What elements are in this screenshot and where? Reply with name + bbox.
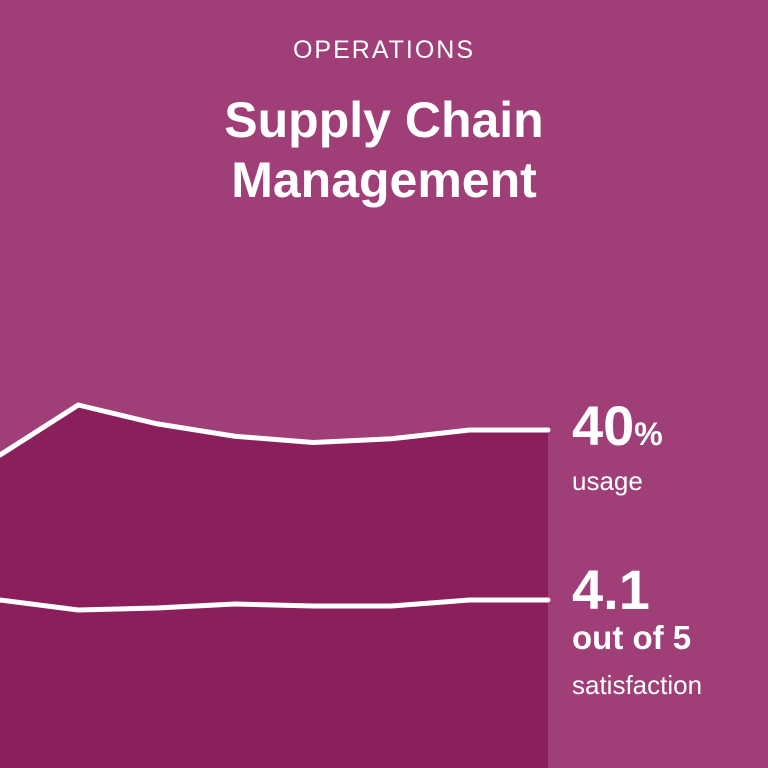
usage-unit: % bbox=[634, 416, 663, 452]
usage-stat: 40% bbox=[572, 398, 663, 462]
usage-area bbox=[0, 405, 548, 768]
title-line-2: Management bbox=[231, 152, 537, 208]
title-line-1: Supply Chain bbox=[224, 92, 544, 148]
satisfaction-label: satisfaction bbox=[572, 670, 703, 700]
usage-value: 40 bbox=[572, 394, 635, 457]
satisfaction-scale: out of 5 bbox=[572, 619, 692, 656]
satisfaction-line bbox=[0, 597, 551, 613]
satisfaction-value: 4.1 bbox=[572, 558, 650, 621]
usage-line bbox=[0, 402, 551, 458]
usage-label: usage bbox=[572, 466, 643, 496]
page-title: Supply Chain Management bbox=[84, 90, 684, 210]
category-label: OPERATIONS bbox=[292, 36, 476, 64]
